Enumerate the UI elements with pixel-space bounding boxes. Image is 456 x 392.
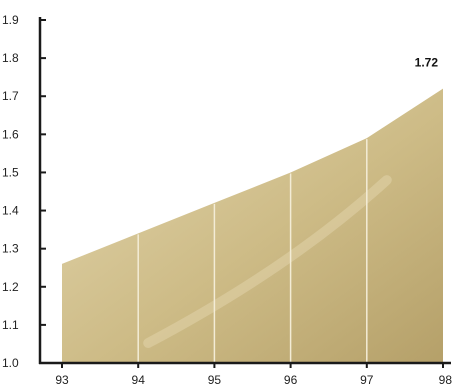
y-tick-label: 1.1 bbox=[2, 318, 19, 332]
x-tick-label: 98 bbox=[439, 373, 453, 387]
x-tick-label: 96 bbox=[284, 373, 298, 387]
x-tick-label: 97 bbox=[360, 373, 374, 387]
area-layer bbox=[62, 88, 443, 363]
y-tick-label: 1.7 bbox=[2, 89, 19, 103]
divider-layer bbox=[137, 139, 368, 363]
x-tick-label: 94 bbox=[132, 373, 146, 387]
area-fill bbox=[62, 88, 443, 363]
y-tick-labels: 1.0 1.1 1.2 1.3 1.4 1.5 1.6 1.7 1.8 1.9 bbox=[2, 13, 19, 370]
y-tick-label: 1.8 bbox=[2, 51, 19, 65]
x-tick-labels: 93 94 95 96 97 98 bbox=[55, 373, 452, 387]
y-tick-label: 1.4 bbox=[2, 204, 19, 218]
data-labels: 1.72 bbox=[415, 56, 439, 70]
x-tick-label: 95 bbox=[208, 373, 222, 387]
axis-layer bbox=[38, 17, 451, 368]
y-tick-label: 1.0 bbox=[2, 356, 19, 370]
y-tick-label: 1.3 bbox=[2, 242, 19, 256]
y-tick-label: 1.6 bbox=[2, 127, 19, 141]
y-tick-label: 1.2 bbox=[2, 280, 19, 294]
data-label: 1.72 bbox=[415, 56, 439, 70]
y-tick-label: 1.9 bbox=[2, 13, 19, 27]
x-tick-label: 93 bbox=[55, 373, 69, 387]
area-texture bbox=[143, 175, 392, 348]
y-tick-label: 1.5 bbox=[2, 165, 19, 179]
